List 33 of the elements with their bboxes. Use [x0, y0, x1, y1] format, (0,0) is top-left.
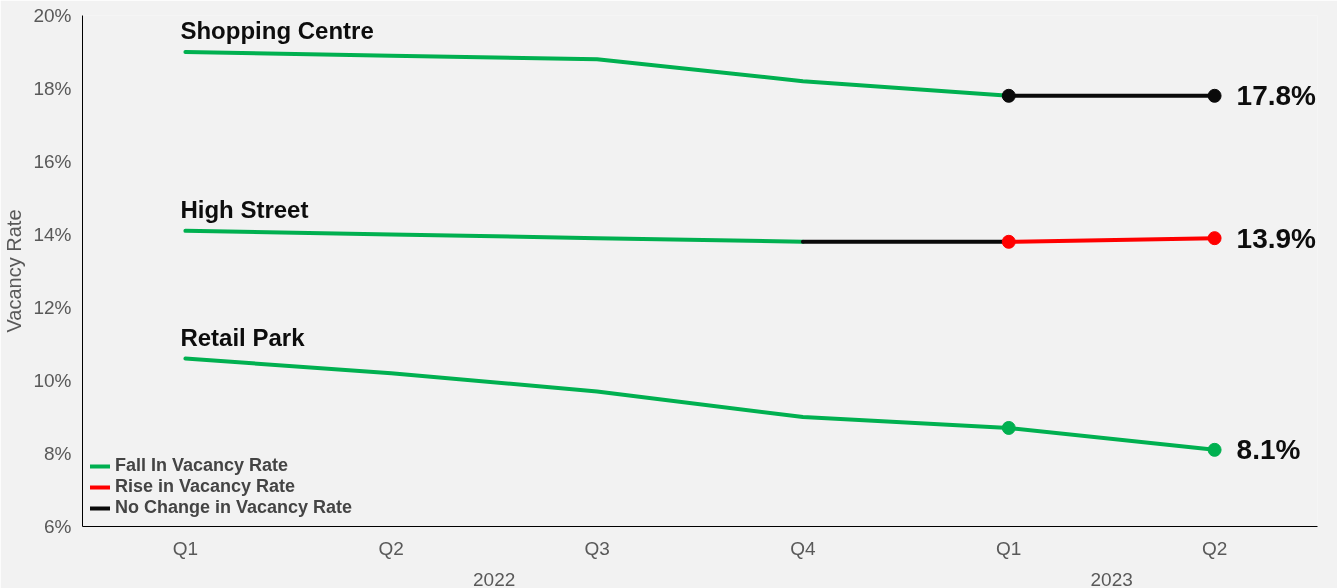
data-label: 13.9% — [1236, 222, 1317, 254]
y-tick-label: 16% — [33, 151, 72, 172]
x-tick-label: Q3 — [584, 537, 610, 559]
legend-label: Rise in Vacancy Rate — [115, 476, 296, 497]
point — [1001, 420, 1016, 435]
x-tick-label: Q1 — [172, 537, 199, 559]
y-axis-title: Vacancy Rate — [3, 209, 26, 333]
y-tick-label: 12% — [33, 297, 72, 318]
point — [1001, 234, 1016, 249]
data-label: 17.8% — [1236, 80, 1317, 112]
y-tick-label: 14% — [33, 224, 72, 245]
x-tick-label: Q1 — [996, 537, 1022, 559]
x-tick-label: Q4 — [790, 537, 817, 559]
legend-label: Fall In Vacancy Rate — [115, 455, 289, 476]
x-tick-label: Q2 — [1201, 537, 1228, 559]
x-tick-label: Q2 — [378, 537, 404, 559]
annotation: High Street — [180, 195, 309, 223]
point — [1001, 88, 1016, 103]
text: 2023 — [1090, 568, 1133, 588]
point — [1207, 88, 1222, 103]
y-tick-label: 10% — [33, 370, 72, 391]
point — [1207, 442, 1222, 457]
annotation: Shopping Centre — [180, 17, 374, 44]
legend-label: No Change in Vacancy Rate — [115, 497, 353, 518]
annotation: Retail Park — [180, 323, 306, 351]
y-tick-label: 18% — [33, 78, 72, 99]
line-series — [183, 228, 805, 244]
point — [1207, 231, 1222, 246]
y-tick-label: 6% — [44, 516, 72, 537]
y-tick-label: 20% — [33, 5, 72, 26]
y-tick-label: 8% — [44, 443, 72, 464]
text: 2022 — [473, 568, 516, 588]
data-label: 8.1% — [1236, 434, 1301, 466]
